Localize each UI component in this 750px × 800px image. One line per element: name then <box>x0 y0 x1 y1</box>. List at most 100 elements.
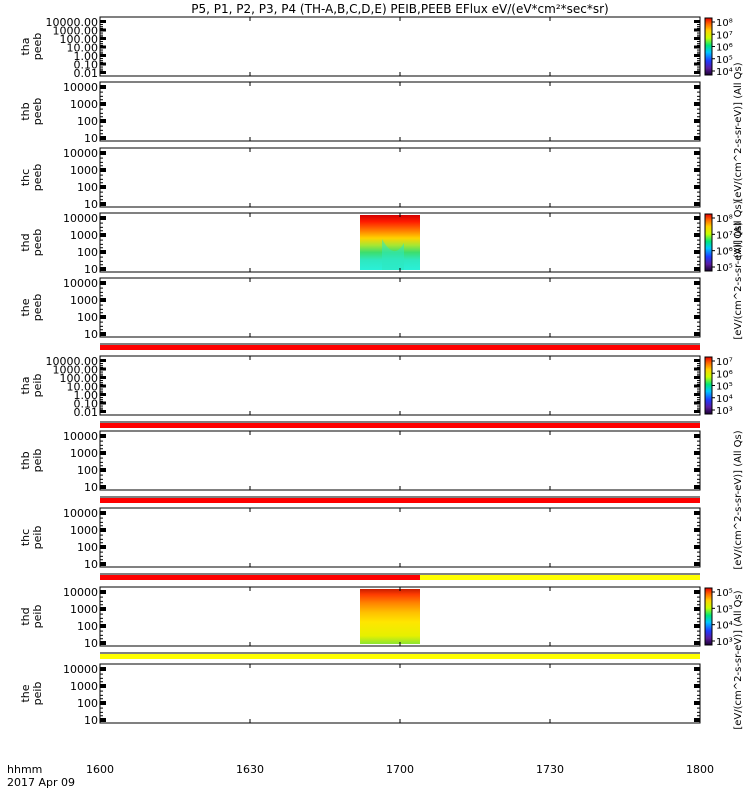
y-tick <box>100 216 106 220</box>
colorbar-label-ions: [eV/(cm^2-s-sr-eV)] (All Qs) <box>733 430 744 569</box>
y-tick-label: 1000 <box>70 603 98 616</box>
y-tick-label: 0.01 <box>74 67 99 80</box>
y-tick-label: 10 <box>84 263 98 276</box>
panel-ylabel-probe: tha <box>19 376 32 394</box>
panel-ylabel-probe: tha <box>19 37 32 55</box>
y-tick <box>100 136 106 140</box>
colorbar <box>704 587 713 646</box>
y-tick-label: 0.10 <box>74 59 99 72</box>
y-tick <box>100 468 106 472</box>
colorbar <box>704 356 713 415</box>
y-tick <box>694 28 700 32</box>
y-tick <box>694 528 700 532</box>
y-tick <box>100 315 106 319</box>
panel-frame <box>99 663 701 724</box>
colorbar-tick-label: 10⁴ <box>716 621 733 632</box>
colorbar-label-electrons-short: (All Qs) <box>733 222 744 259</box>
y-tick <box>694 298 700 302</box>
y-tick <box>100 168 106 172</box>
y-tick <box>694 667 700 671</box>
y-tick-label: 10000 <box>63 430 98 443</box>
x-tick-label: 1600 <box>86 763 114 776</box>
status-bar-yellow <box>100 654 700 659</box>
y-tick <box>694 718 700 722</box>
colorbar-tick-label: 10⁸ <box>716 214 733 225</box>
panel-ylabel-product: peeb <box>31 294 44 322</box>
colorbar-tick-label: 10⁵ <box>716 382 733 393</box>
x-tick-label: 1630 <box>236 763 264 776</box>
colorbar <box>704 17 713 76</box>
y-tick <box>694 511 700 515</box>
y-tick-label: 100 <box>77 181 98 194</box>
y-tick <box>100 590 106 594</box>
panel-ylabel-product: peib <box>31 605 44 629</box>
y-tick-label: 1000 <box>70 294 98 307</box>
y-tick <box>100 202 106 206</box>
y-tick-label: 100 <box>77 115 98 128</box>
colorbar-tick-label: 10⁷ <box>716 357 733 368</box>
y-tick-label: 10 <box>84 198 98 211</box>
colorbar-label-electrons-extra: [eV/(cm^2-s-sr-eV)] (All Qs) <box>733 200 744 339</box>
y-tick-label: 10.00 <box>67 42 99 55</box>
y-tick-label: 10000.00 <box>46 355 99 368</box>
y-tick <box>100 367 106 371</box>
y-tick <box>100 151 106 155</box>
y-tick <box>100 528 106 532</box>
panel-ylabel-probe: the <box>19 298 32 316</box>
y-tick <box>694 20 700 23</box>
panel-frame <box>99 507 701 568</box>
panels: 10000.001000.00100.0010.001.000.100.01th… <box>19 16 733 727</box>
y-tick <box>100 28 106 32</box>
panel-ylabel-probe: thc <box>19 529 32 546</box>
y-tick <box>100 434 106 438</box>
y-tick <box>694 485 700 489</box>
y-tick-label: 1000.00 <box>53 364 99 377</box>
y-tick <box>694 332 700 336</box>
colorbar-tick-label: 10⁶ <box>716 43 733 54</box>
y-tick <box>694 102 700 106</box>
panel-ylabel-product: peeb <box>31 98 44 126</box>
y-tick <box>100 250 106 254</box>
y-tick <box>100 298 106 302</box>
panel-ylabel-product: peib <box>31 526 44 550</box>
colorbar-tick-label: 10⁷ <box>716 30 733 41</box>
y-tick <box>694 71 700 74</box>
y-tick-label: 100.00 <box>60 372 99 385</box>
panel-ylabel-product: peeb <box>31 33 44 61</box>
y-tick-label: 10000 <box>63 81 98 94</box>
panel-frame <box>99 430 701 491</box>
y-tick <box>694 202 700 206</box>
y-tick <box>100 511 106 515</box>
spectrogram-feature <box>382 239 404 270</box>
y-tick <box>100 119 106 123</box>
y-tick <box>100 37 106 40</box>
colorbar-tick-label: 10⁶ <box>716 247 733 258</box>
y-tick-label: 10 <box>84 637 98 650</box>
colorbar-tick-label: 10⁴ <box>716 67 733 78</box>
y-tick-label: 10.00 <box>67 381 99 394</box>
status-bar-red <box>100 423 700 428</box>
time-axis-label: hhmm <box>7 763 42 776</box>
status-bar-yellow <box>420 575 700 580</box>
panel-ylabel-product: peeb <box>31 164 44 192</box>
y-tick <box>694 590 700 594</box>
y-tick-label: 100 <box>77 246 98 259</box>
y-tick <box>694 45 700 49</box>
y-tick <box>100 281 106 285</box>
y-tick <box>694 701 700 705</box>
y-tick-label: 1.00 <box>74 50 99 63</box>
y-tick <box>694 168 700 172</box>
y-tick <box>694 367 700 371</box>
colorbar-tick-label: 10⁸ <box>716 18 733 29</box>
y-tick-label: 10 <box>84 558 98 571</box>
panel-frame <box>99 16 701 77</box>
y-tick <box>100 393 106 396</box>
y-tick-label: 1000 <box>70 680 98 693</box>
colorbar-tick-label: 10⁵ <box>716 263 733 274</box>
x-tick-label: 1700 <box>386 763 414 776</box>
y-tick <box>694 545 700 549</box>
y-tick <box>100 85 106 89</box>
colorbar-tick-label: 10⁵ <box>716 604 733 615</box>
y-tick-label: 10000 <box>63 586 98 599</box>
